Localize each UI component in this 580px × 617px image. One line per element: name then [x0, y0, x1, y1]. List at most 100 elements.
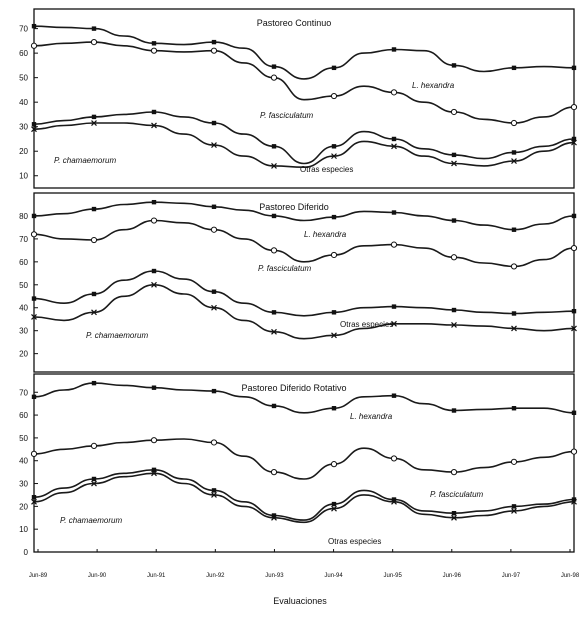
- data-point: [91, 380, 97, 386]
- data-point: [151, 199, 157, 205]
- y-tick-label: 70: [19, 388, 28, 397]
- data-point: [571, 498, 577, 505]
- data-point: [31, 213, 37, 219]
- x-tick-label: Jun-89: [29, 573, 48, 579]
- data-point: [331, 153, 337, 160]
- series-line: [33, 283, 575, 340]
- data-point: [271, 144, 277, 149]
- series-line: [33, 468, 575, 521]
- data-point: [330, 251, 338, 259]
- y-tick-label: 70: [19, 25, 28, 34]
- y-tick-label: 60: [19, 258, 28, 267]
- x-tick-label: Jun-96: [443, 573, 462, 579]
- data-point: [451, 152, 457, 158]
- data-point: [91, 26, 97, 31]
- y-tick-label: 20: [19, 147, 28, 156]
- data-point: [151, 109, 157, 115]
- data-point: [210, 47, 218, 54]
- data-point: [31, 394, 37, 400]
- data-point: [450, 469, 458, 476]
- data-point: [570, 103, 578, 111]
- data-point: [571, 497, 577, 502]
- x-tick-label: Jun-93: [265, 573, 284, 579]
- x-tick-label: Jun-90: [88, 573, 107, 579]
- data-point: [511, 507, 517, 514]
- data-point: [570, 448, 578, 455]
- series-line: [33, 25, 575, 80]
- data-point: [31, 126, 37, 133]
- data-point: [450, 254, 458, 261]
- panel-title: Pastoreo Diferido: [259, 202, 329, 212]
- data-point: [151, 268, 157, 274]
- data-point: [271, 64, 277, 69]
- y-tick-label: 60: [19, 411, 28, 420]
- data-point: [30, 42, 38, 49]
- data-point: [451, 63, 457, 68]
- y-tick-label: 40: [19, 304, 28, 313]
- x-tick-label: Jun-94: [324, 573, 343, 579]
- y-tick-label: 50: [19, 281, 28, 290]
- series-label: Otras especies: [328, 537, 381, 546]
- y-tick-label: 30: [19, 480, 28, 489]
- data-point: [211, 289, 217, 294]
- x-tick-label: Jun-91: [147, 573, 166, 579]
- data-point: [211, 492, 217, 498]
- data-point: [511, 504, 517, 509]
- data-point: [330, 461, 338, 468]
- data-point: [391, 320, 397, 327]
- data-point: [30, 231, 38, 238]
- data-point: [451, 511, 457, 516]
- data-point: [451, 514, 457, 521]
- data-point: [211, 488, 217, 493]
- series-line: [33, 270, 575, 317]
- y-tick-label: 30: [19, 123, 28, 132]
- data-point: [331, 65, 337, 71]
- series-line: [33, 122, 575, 169]
- y-tick-label: 80: [19, 212, 28, 221]
- data-point: [331, 501, 337, 507]
- series-line: [33, 382, 575, 414]
- data-point: [391, 497, 397, 502]
- data-point: [91, 291, 97, 297]
- series-label: P. fasciculatum: [258, 264, 312, 273]
- data-point: [571, 65, 577, 71]
- series-label: P. chamaemorum: [54, 156, 116, 165]
- data-point: [391, 393, 397, 398]
- data-point: [211, 142, 217, 149]
- data-point: [571, 325, 577, 332]
- data-point: [211, 388, 217, 394]
- panel-title: Pastoreo Diferido Rotativo: [241, 383, 346, 393]
- y-tick-label: 20: [19, 350, 28, 359]
- data-point: [331, 505, 337, 512]
- data-point: [30, 450, 38, 457]
- data-point: [211, 39, 217, 45]
- data-point: [31, 495, 37, 500]
- data-point: [390, 455, 398, 462]
- data-point: [510, 119, 518, 127]
- series-label: L. hexandra: [350, 412, 393, 421]
- series-line: [33, 201, 575, 231]
- data-point: [511, 325, 517, 332]
- y-tick-label: 40: [19, 98, 28, 107]
- data-point: [91, 309, 97, 316]
- data-point: [271, 328, 277, 335]
- panel-frame: [33, 373, 575, 553]
- data-point: [271, 163, 277, 169]
- data-point: [330, 92, 338, 100]
- data-point: [31, 498, 37, 505]
- data-point: [31, 296, 37, 301]
- y-tick-label: 10: [19, 525, 28, 534]
- series-label: Otras especies: [340, 320, 393, 329]
- y-tick-label: 0: [24, 548, 29, 557]
- data-point: [391, 498, 397, 505]
- data-point: [150, 47, 158, 54]
- data-point: [510, 458, 518, 465]
- data-point: [90, 236, 98, 244]
- y-tick-label: 50: [19, 434, 28, 443]
- data-point: [270, 469, 278, 476]
- data-point: [391, 47, 397, 52]
- data-point: [511, 65, 517, 71]
- data-point: [151, 385, 157, 390]
- data-point: [390, 89, 398, 96]
